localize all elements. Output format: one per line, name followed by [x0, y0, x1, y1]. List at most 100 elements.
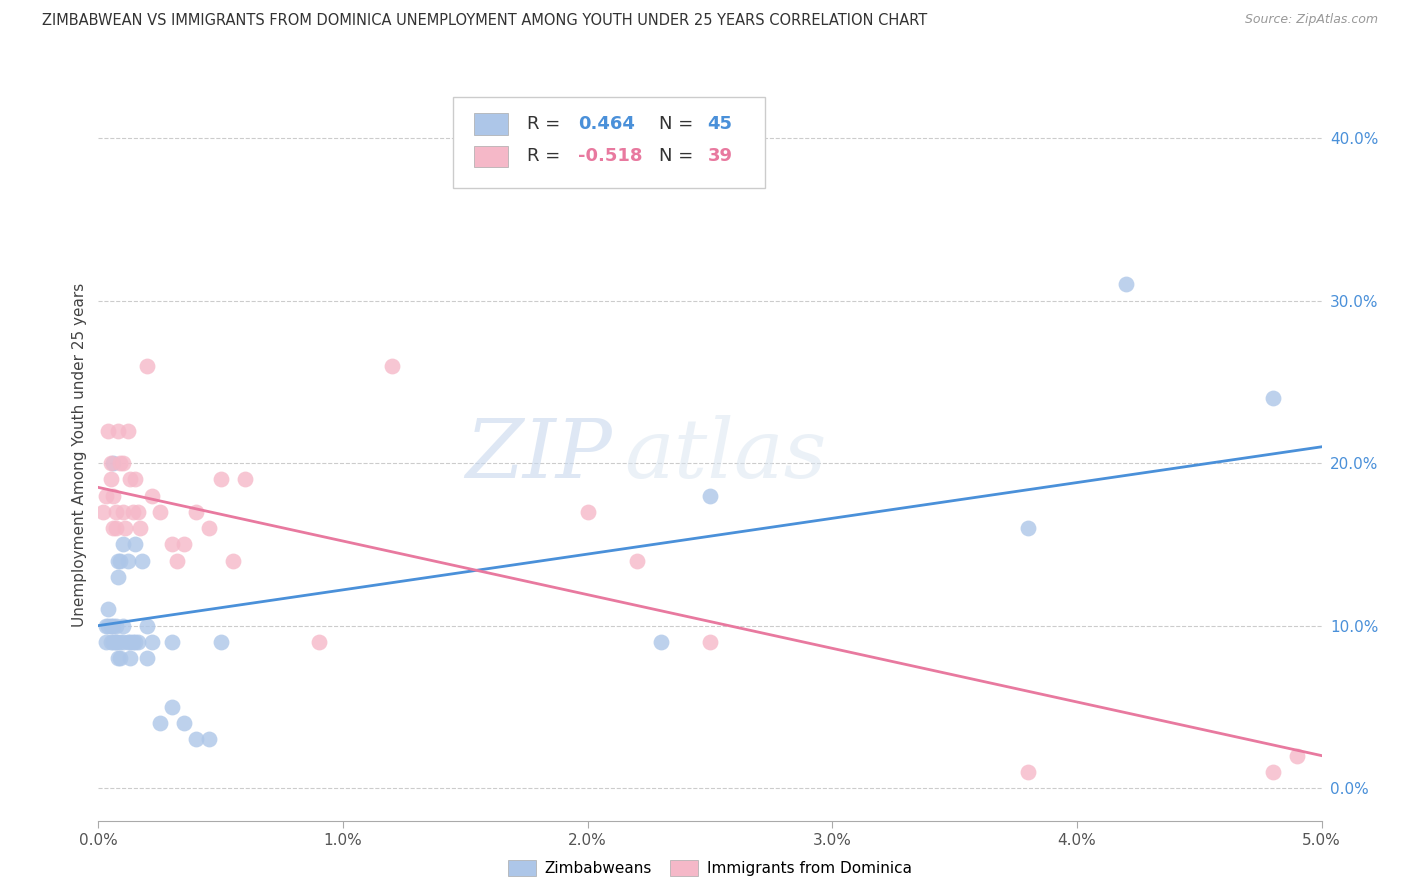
Point [94, 618, 117, 632]
Point [127, 505, 149, 519]
Y-axis label: Unemployment Among Youth under 25 years: Unemployment Among Youth under 25 years [72, 283, 87, 627]
Point [650, 635, 672, 649]
Point [101, 489, 124, 503]
Point [121, 505, 143, 519]
Point [127, 635, 149, 649]
Point [94, 489, 117, 503]
Point [160, 699, 183, 714]
Point [160, 635, 183, 649]
Point [104, 521, 127, 535]
Point [381, 359, 404, 373]
Point [100, 618, 122, 632]
Point [104, 635, 127, 649]
Point [197, 521, 219, 535]
Point [117, 424, 139, 438]
Point [173, 537, 195, 551]
Point [101, 618, 124, 632]
Point [100, 456, 122, 470]
Point [1017, 764, 1039, 779]
Point [1017, 521, 1039, 535]
Legend: Zimbabweans, Immigrants from Dominica: Zimbabweans, Immigrants from Dominica [502, 855, 918, 882]
Point [222, 553, 245, 567]
Text: 39: 39 [707, 147, 733, 166]
Point [121, 635, 143, 649]
Point [233, 472, 256, 486]
Point [124, 537, 146, 551]
Point [576, 505, 599, 519]
Text: R =: R = [527, 115, 565, 133]
Point [186, 505, 208, 519]
Point [166, 553, 188, 567]
Point [699, 635, 721, 649]
Point [97, 618, 120, 632]
Text: ZIP: ZIP [465, 415, 612, 495]
Point [104, 618, 127, 632]
Point [107, 424, 129, 438]
Point [160, 537, 183, 551]
Point [136, 651, 159, 665]
Point [107, 570, 129, 584]
Point [141, 635, 163, 649]
Point [114, 521, 136, 535]
Point [111, 537, 134, 551]
Point [1115, 277, 1137, 292]
Point [97, 424, 120, 438]
Point [120, 651, 142, 665]
Point [149, 716, 172, 731]
Point [136, 618, 159, 632]
FancyBboxPatch shape [453, 96, 765, 188]
Point [101, 521, 124, 535]
Text: R =: R = [527, 147, 565, 166]
Point [308, 635, 330, 649]
Text: N =: N = [658, 115, 699, 133]
Point [197, 732, 219, 747]
Text: N =: N = [658, 147, 699, 166]
Point [136, 359, 159, 373]
Point [101, 635, 124, 649]
FancyBboxPatch shape [474, 113, 508, 136]
Point [117, 635, 139, 649]
Point [111, 456, 134, 470]
Point [100, 635, 122, 649]
Point [104, 505, 127, 519]
Point [91, 505, 114, 519]
Point [209, 472, 232, 486]
Point [1261, 391, 1284, 405]
Point [173, 716, 195, 731]
Point [101, 456, 124, 470]
Text: Source: ZipAtlas.com: Source: ZipAtlas.com [1244, 13, 1378, 27]
Point [110, 635, 132, 649]
Point [110, 456, 132, 470]
Point [149, 505, 172, 519]
Point [141, 489, 163, 503]
Text: 0.464: 0.464 [578, 115, 634, 133]
Point [186, 732, 208, 747]
Point [107, 553, 129, 567]
Point [131, 553, 153, 567]
Point [209, 635, 232, 649]
Point [110, 651, 132, 665]
Point [699, 489, 721, 503]
Point [626, 553, 648, 567]
Point [111, 618, 134, 632]
Point [111, 505, 134, 519]
Point [97, 602, 120, 616]
Point [1261, 764, 1284, 779]
Text: 45: 45 [707, 115, 733, 133]
Point [100, 472, 122, 486]
Text: -0.518: -0.518 [578, 147, 643, 166]
Point [120, 635, 142, 649]
Point [117, 553, 139, 567]
Point [120, 472, 142, 486]
Text: ZIMBABWEAN VS IMMIGRANTS FROM DOMINICA UNEMPLOYMENT AMONG YOUTH UNDER 25 YEARS C: ZIMBABWEAN VS IMMIGRANTS FROM DOMINICA U… [42, 13, 928, 29]
Point [107, 651, 129, 665]
Point [124, 472, 146, 486]
Point [1286, 748, 1309, 763]
FancyBboxPatch shape [474, 145, 508, 168]
Point [110, 553, 132, 567]
Point [124, 635, 146, 649]
Text: atlas: atlas [624, 415, 827, 495]
Point [129, 521, 152, 535]
Point [94, 635, 117, 649]
Point [111, 635, 134, 649]
